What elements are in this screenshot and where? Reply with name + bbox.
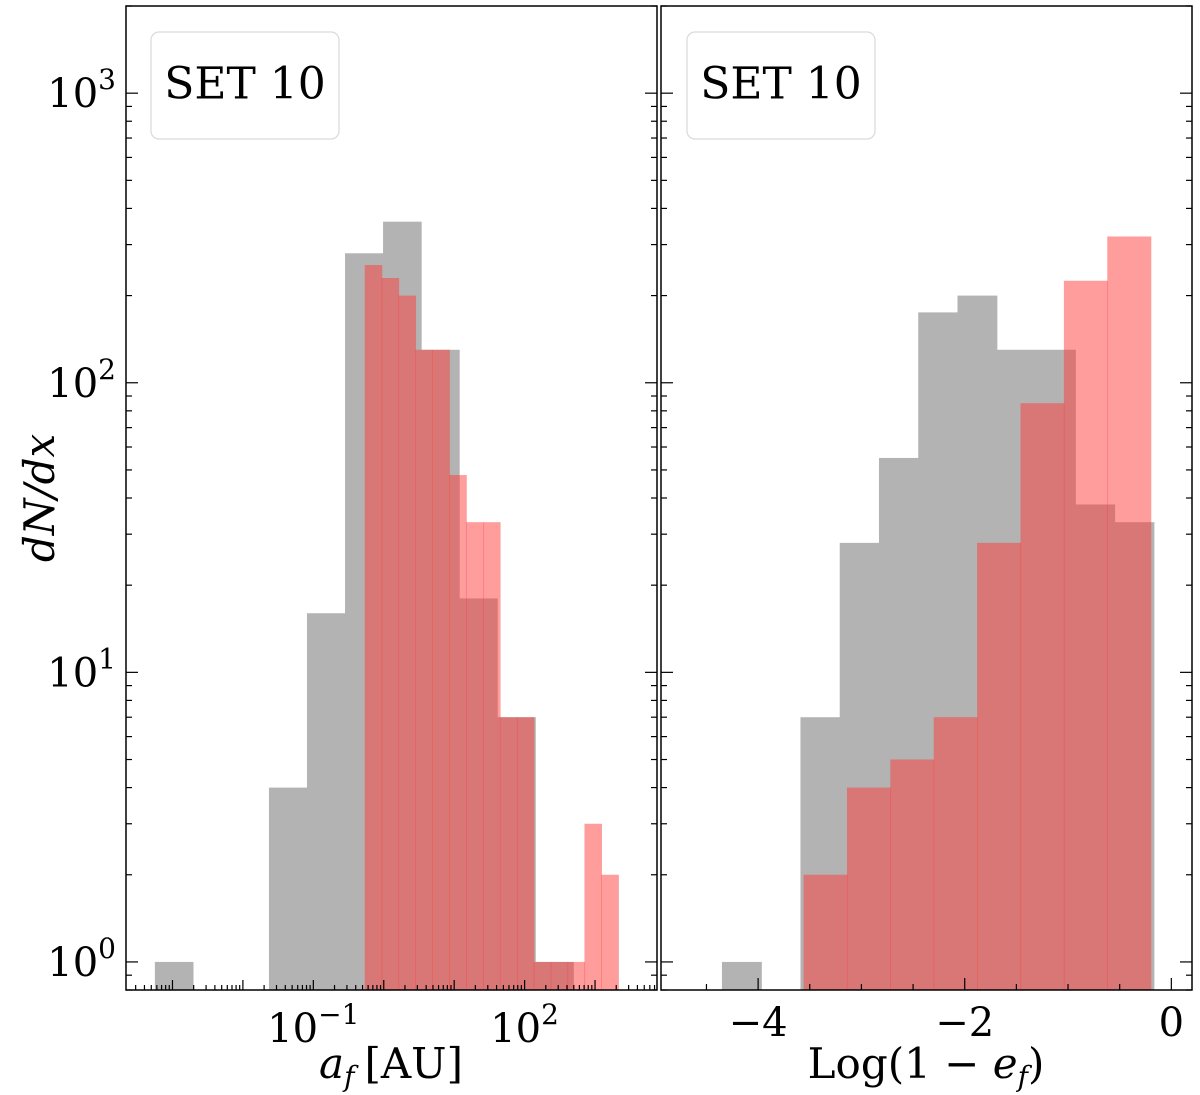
left-legend: SET 10 [150,31,340,140]
y-tick-label-1: 101 [47,642,116,696]
left-red-bar-3 [415,349,433,990]
right-panel-frame [660,5,1193,991]
left-red-bar-10 [533,961,552,990]
right-legend-box [686,31,876,140]
left-panel-ticks: 100 101 102 103 10−1 102 [47,5,657,1052]
right-x-tick-label-2: 0 [1159,1000,1184,1046]
right-red-bar-0 [803,874,848,990]
right-red-bar-1 [846,787,891,990]
right-gray-bar-0 [721,961,762,990]
left-gray-bar-1 [268,787,308,990]
right-x-tick-label-0: −4 [729,1000,788,1046]
right-red-bar-2 [890,759,935,990]
y-axis-label: dN/dx [15,434,64,563]
left-red-bar-2 [398,295,417,991]
left-gray-bar-0 [154,961,194,990]
y-tick-label-2: 102 [47,353,116,407]
left-red-bar-1 [381,278,400,990]
left-red-bar-12 [567,961,586,990]
left-red-bar-9 [516,717,535,990]
left-gray-bar-2 [306,613,346,990]
left-red-bar-0 [364,265,383,990]
right-panel-ticks: −4 −2 0 [661,5,1192,1046]
right-panel-bars [721,236,1155,991]
left-red-bar-11 [550,961,569,990]
right-red-bar-6 [1063,280,1108,990]
right-red-bar-7 [1107,236,1152,991]
left-red-bar-7 [483,522,501,990]
left-x-tick-label-1: 102 [490,998,559,1052]
right-x-axis-label: Log(1 − ef) [808,1039,1045,1093]
right-legend-label: SET 10 [700,59,862,110]
y-tick-label-0: 100 [47,932,116,986]
left-panel-frame [125,5,658,991]
left-x-tick-label-0: 10−1 [267,998,359,1052]
right-red-bar-5 [1020,403,1065,990]
y-tick-label-3: 103 [47,63,116,117]
left-red-bar-8 [499,717,518,990]
left-panel: 100 101 102 103 10−1 102 SET 10 af [AU] dN/dx [15,5,658,1093]
left-red-bar-4 [432,349,450,990]
right-red-bar-3 [933,717,978,990]
right-legend: SET 10 [686,31,876,140]
left-red-bar-13 [584,823,602,990]
left-panel-bars [154,221,619,991]
right-panel: −4 −2 0 SET 10 Log(1 − ef) [660,5,1193,1093]
left-red-bar-6 [466,522,484,990]
left-legend-label: SET 10 [164,59,326,110]
left-red-bar-14 [601,874,619,990]
left-x-axis-label: af [AU] [319,1039,463,1093]
left-red-bar-5 [449,475,467,990]
right-red-bar-4 [977,542,1022,990]
left-legend-box [150,31,340,140]
right-x-tick-label-1: −2 [935,1000,994,1046]
